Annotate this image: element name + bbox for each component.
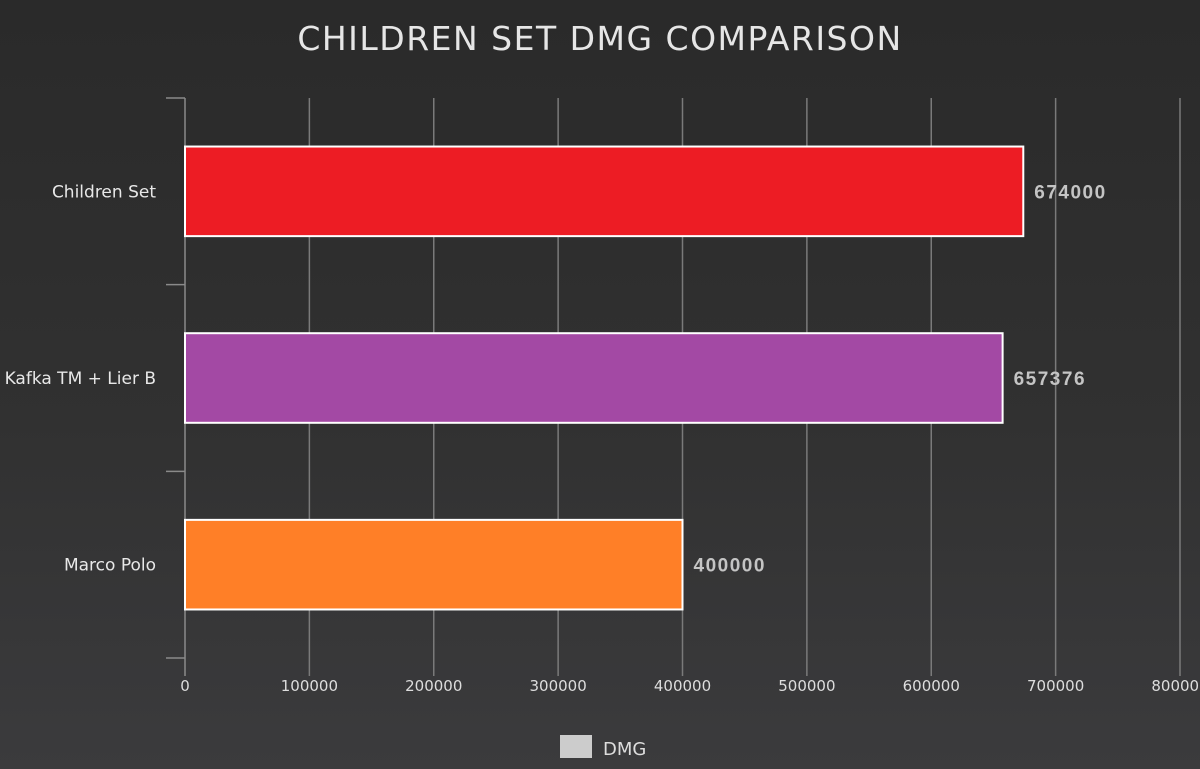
axes: [166, 97, 186, 676]
value-label: 657376: [1014, 369, 1086, 390]
x-tick-label: 0: [180, 677, 190, 695]
x-tick-label: 800000: [1151, 677, 1200, 695]
bar[interactable]: [184, 145, 1025, 238]
x-tick-label: 700000: [1027, 677, 1084, 695]
x-tick-label: 200000: [405, 677, 462, 695]
value-label: 400000: [694, 556, 766, 577]
x-tick-label: 400000: [654, 677, 711, 695]
category-label: Kafka TM + Lier B: [5, 369, 156, 389]
x-tick-label: 300000: [529, 677, 586, 695]
x-tick-label: 600000: [903, 677, 960, 695]
legend[interactable]: DMG: [560, 735, 646, 760]
chart-title: CHILDREN SET DMG COMPARISON: [297, 19, 902, 58]
bar[interactable]: [184, 518, 684, 611]
category-label: Marco Polo: [64, 556, 156, 576]
labels: 0 100000 200000 300000 400000 500000 600000 700…: [5, 182, 1200, 695]
value-label: 674000: [1034, 182, 1106, 203]
bars: [184, 145, 1025, 611]
legend-label-dmg[interactable]: DMG: [603, 739, 646, 760]
x-tick-label: 500000: [778, 677, 835, 695]
legend-swatch-dmg[interactable]: [560, 735, 592, 758]
bar[interactable]: [184, 332, 1004, 424]
x-tick-label: 100000: [281, 677, 338, 695]
category-label: Children Set: [52, 182, 156, 202]
